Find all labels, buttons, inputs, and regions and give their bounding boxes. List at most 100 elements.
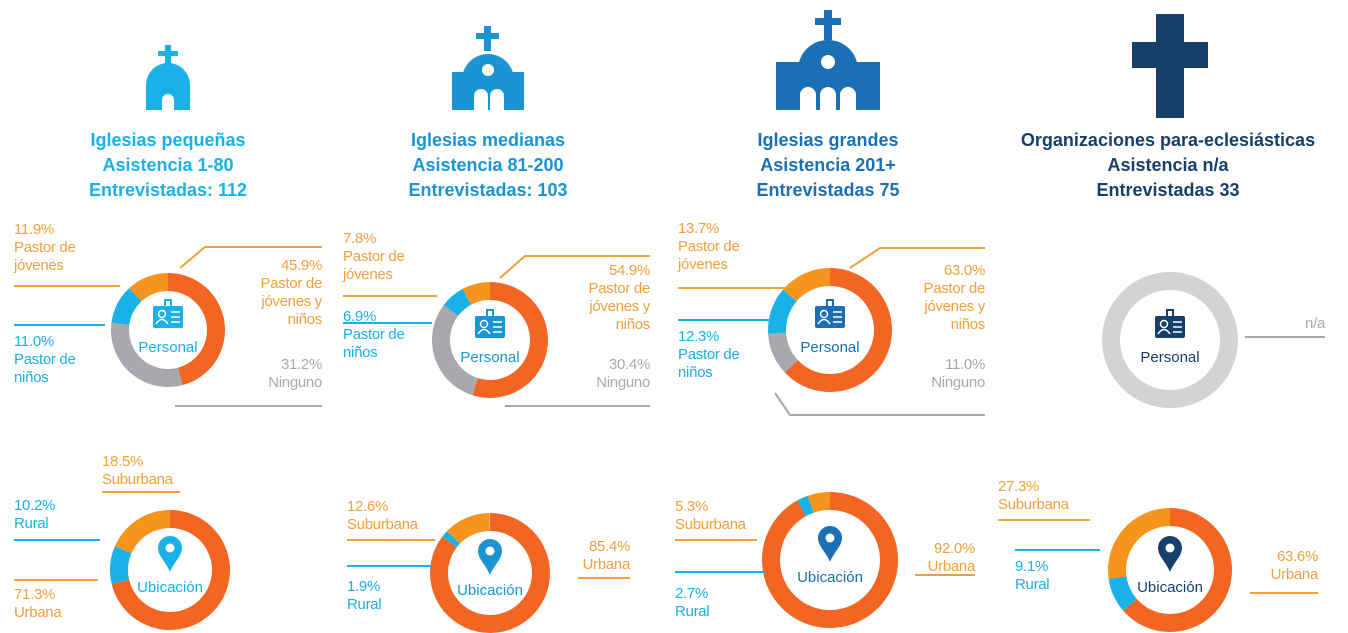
value-label: 1.9%: [347, 578, 380, 595]
center-label: Ubicación: [1137, 579, 1203, 596]
value-label: 11.9%: [14, 221, 54, 238]
donut-segment: [111, 288, 142, 325]
category-label: Urbana: [1270, 566, 1319, 583]
donut-segment: [1123, 508, 1233, 632]
donut-segment: [1108, 508, 1170, 579]
value-label: 2.7%: [675, 585, 708, 602]
donut-segment: [784, 268, 892, 392]
value-label: 92.0%: [933, 540, 975, 557]
segment-label: 92.0% Urbana: [883, 540, 976, 576]
segment-label: 10.2% Rural: [14, 497, 106, 533]
donut-segment: [430, 513, 550, 633]
category-label: Pastor de jóvenes y niños: [923, 280, 985, 333]
donut-segment: [110, 546, 132, 584]
small-church-icon: [146, 45, 190, 110]
value-label: 7.8%: [343, 230, 376, 247]
pin-icon: [478, 539, 502, 575]
segment-label: 11.0% Ninguno: [893, 356, 985, 392]
badge-head: [479, 319, 489, 329]
segment-label: 85.4% Urbana: [538, 538, 631, 574]
value-label: 10.2%: [14, 497, 56, 514]
category-label: Pastor de jóvenes y niños: [588, 280, 650, 333]
category-label: Pastor de jóvenes: [343, 248, 405, 283]
category-label: Pastor de jóvenes: [678, 238, 740, 273]
donut-segment: [767, 289, 797, 334]
category-label: Suburbana: [998, 496, 1069, 513]
category-label: Suburbana: [675, 516, 746, 533]
value-label: 30.4%: [608, 356, 650, 373]
badge-clip: [1166, 309, 1174, 319]
value-label: 9.1%: [1015, 558, 1048, 575]
donut-segment: [442, 531, 460, 548]
donut-segment: [782, 268, 830, 302]
segment-label: 2.7% Rural: [675, 585, 767, 621]
value-label: 11.0%: [14, 333, 54, 350]
center-label: Ubicación: [797, 569, 863, 586]
badge-body: [817, 318, 831, 325]
value-label: 63.6%: [1276, 548, 1318, 565]
segment-label: 13.7% Pastor de jóvenes: [678, 220, 770, 274]
heading-line: Entrevistadas 33: [1096, 180, 1240, 200]
leader-line: [179, 246, 322, 269]
donut-chart: Ubicación: [998, 508, 1318, 632]
center-label: Personal: [460, 349, 519, 366]
segment-label: 63.6% Urbana: [1226, 548, 1319, 584]
category-label: Pastor de niños: [14, 351, 76, 386]
column-heading: Iglesias grandes Asistencia 201+ Entrevist…: [648, 128, 1008, 203]
donut-segment: [472, 282, 549, 398]
category-label: Urbana: [582, 556, 631, 573]
segment-label: 45.9% Pastor de jóvenes y niños: [230, 257, 322, 329]
category-label: Ninguno: [268, 374, 322, 391]
heading-line: Entrevistadas 75: [756, 180, 900, 200]
category-label: Rural: [675, 603, 710, 620]
donut-chart: Ubicación: [347, 513, 630, 633]
center-label: Ubicación: [137, 579, 203, 596]
donut-segment: [443, 288, 472, 316]
heading-line: Iglesias grandes: [757, 130, 899, 150]
badge-clip: [826, 299, 834, 309]
segment-label: 63.0% Pastor de jóvenes y niños: [893, 262, 985, 334]
pin-icon: [158, 536, 182, 572]
donut-segment: [447, 513, 490, 544]
segment-label: 12.3% Pastor de niños: [678, 328, 770, 382]
value-label: 18.5%: [102, 453, 144, 470]
donut-chart: Ubicación: [14, 491, 230, 631]
pin-icon: [1158, 536, 1182, 572]
column-heading: Iglesias pequeñas Asistencia 1-80 Entrevis…: [0, 128, 348, 203]
category-label: Pastor de jóvenes: [14, 239, 76, 274]
category-label: Suburbana: [102, 471, 173, 488]
donut-segment: [807, 492, 830, 513]
pin-hole: [825, 533, 835, 543]
heading-line: Entrevistadas: 103: [408, 180, 568, 200]
segment-label: n/a: [1233, 315, 1325, 333]
heading-line: Iglesias pequeñas: [90, 130, 246, 150]
heading-line: Iglesias medianas: [410, 130, 566, 150]
pin-hole: [1165, 543, 1175, 553]
center-label: Ubicación: [457, 582, 523, 599]
large-church-icon: [776, 10, 880, 110]
category-label: Rural: [347, 596, 382, 613]
segment-label: 27.3% Suburbana: [998, 478, 1090, 514]
segment-label: 1.9% Rural: [347, 578, 439, 614]
category-label: Urbana: [14, 604, 62, 621]
leader-line: [499, 255, 650, 279]
segment-label: 31.2% Ninguno: [230, 356, 322, 392]
badge-body: [477, 328, 491, 335]
value-label: n/a: [1305, 315, 1325, 332]
medium-church-icon: [452, 26, 524, 110]
category-label: Pastor de niños: [343, 326, 405, 361]
category-label: Suburbana: [347, 516, 418, 533]
badge-body: [155, 318, 169, 325]
category-label: Urbana: [927, 558, 976, 575]
segment-label: 18.5% Suburbana: [102, 453, 194, 489]
value-label: 85.4%: [588, 538, 630, 555]
category-label: Ninguno: [931, 374, 985, 391]
badge-body: [1157, 328, 1171, 335]
badge-clip: [486, 309, 494, 319]
category-label: Rural: [1015, 576, 1050, 593]
segment-label: 11.0% Pastor de niños: [14, 333, 106, 387]
segment-label: 12.6% Suburbana: [347, 498, 439, 534]
segment-label: 11.9% Pastor de jóvenes: [14, 221, 106, 275]
